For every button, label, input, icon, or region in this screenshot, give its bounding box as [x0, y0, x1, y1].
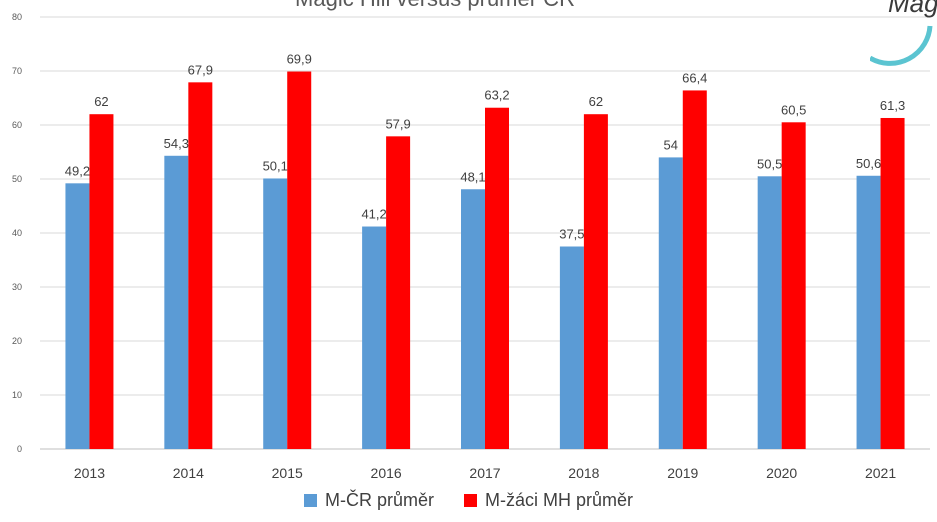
bar-mh [880, 117, 905, 449]
data-label: 69,9 [287, 52, 312, 67]
logo-arc [868, 25, 933, 66]
data-label: 63,2 [484, 88, 509, 103]
data-label: 62 [94, 94, 108, 109]
data-label: 57,9 [385, 116, 410, 131]
x-tick-label: 2014 [173, 465, 204, 481]
data-label: 54 [664, 137, 678, 152]
x-tick-label: 2013 [74, 465, 105, 481]
bar-mh [89, 114, 114, 449]
data-label: 67,9 [188, 62, 213, 77]
legend-item-mh: M-žáci MH průměr [464, 490, 633, 511]
x-tick-label: 2019 [667, 465, 698, 481]
x-tick-label: 2020 [766, 465, 797, 481]
y-tick-label: 30 [12, 282, 22, 292]
bar-cr [362, 226, 387, 449]
data-label: 66,4 [682, 70, 707, 85]
bar-cr [461, 189, 485, 449]
data-label: 62 [589, 94, 603, 109]
y-tick-label: 70 [12, 66, 22, 76]
chart-title: Magic Hill versus průměr ČR [0, 0, 870, 12]
y-tick-label: 60 [12, 120, 22, 130]
bar-mh [781, 122, 806, 450]
bar-cr [65, 183, 90, 449]
x-tick-label: 2017 [469, 465, 500, 481]
y-tick-label: 0 [17, 444, 22, 454]
y-tick-label: 10 [12, 390, 22, 400]
data-label: 61,3 [880, 98, 905, 113]
bar-cr [263, 178, 288, 449]
bar-mh [287, 71, 312, 449]
legend-label-mh: M-žáci MH průměr [485, 489, 634, 510]
logo-text: Mag [888, 0, 937, 18]
legend-label-cr: M-ČR průměr [324, 489, 434, 510]
bar-cr [164, 155, 189, 449]
legend-swatch-cr [303, 493, 317, 507]
data-label: 49,2 [65, 163, 90, 178]
data-label: 41,2 [361, 207, 386, 222]
y-tick-label: 40 [12, 228, 22, 238]
data-label: 50,5 [757, 156, 782, 171]
legend-item-cr: M-ČR průměr [303, 489, 434, 511]
legend: M-ČR průměr M-žáci MH průměr [0, 486, 937, 514]
bar-cr [856, 175, 881, 449]
x-tick-label: 2016 [371, 465, 402, 481]
bar-mh [682, 90, 707, 449]
data-label: 50,6 [856, 156, 881, 171]
bar-mh [485, 107, 509, 449]
bar-cr [559, 246, 584, 449]
bar-cr [757, 176, 782, 450]
y-tick-label: 80 [12, 12, 22, 22]
legend-swatch-mh [464, 493, 477, 507]
x-tick-label: 2015 [272, 465, 303, 481]
bar-cr [658, 157, 683, 449]
data-label: 60,5 [781, 102, 806, 117]
logo: Mag [868, 0, 937, 78]
bar-mh [583, 114, 608, 449]
data-label: 37,5 [559, 227, 584, 242]
y-tick-label: 50 [12, 174, 22, 184]
bar-mh [188, 82, 213, 449]
data-label: 54,3 [164, 136, 189, 151]
data-label: 50,1 [263, 158, 288, 173]
y-tick-label: 20 [12, 336, 22, 346]
bar-mh [386, 136, 411, 449]
x-tick-label: 2018 [568, 465, 599, 481]
logo-swoosh [868, 25, 933, 66]
x-tick-label: 2021 [865, 465, 896, 481]
data-label: 48,1 [460, 169, 485, 184]
